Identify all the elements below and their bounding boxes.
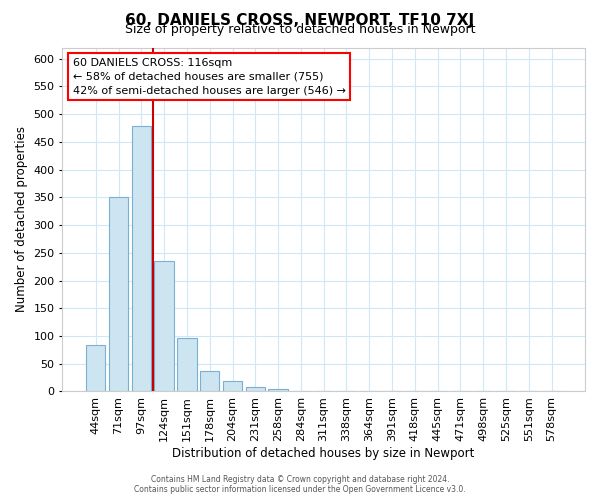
- Bar: [131, 126, 151, 392]
- X-axis label: Distribution of detached houses by size in Newport: Distribution of detached houses by size …: [172, 447, 475, 460]
- Bar: [177, 338, 197, 392]
- Text: 60, DANIELS CROSS, NEWPORT, TF10 7XJ: 60, DANIELS CROSS, NEWPORT, TF10 7XJ: [125, 12, 475, 28]
- Bar: [109, 198, 128, 392]
- Bar: [245, 387, 265, 392]
- Bar: [382, 391, 402, 392]
- Bar: [200, 371, 220, 392]
- Text: Contains HM Land Registry data © Crown copyright and database right 2024.
Contai: Contains HM Land Registry data © Crown c…: [134, 474, 466, 494]
- Text: Size of property relative to detached houses in Newport: Size of property relative to detached ho…: [125, 22, 475, 36]
- Bar: [542, 391, 561, 392]
- Bar: [268, 388, 288, 392]
- Text: 60 DANIELS CROSS: 116sqm
← 58% of detached houses are smaller (755)
42% of semi-: 60 DANIELS CROSS: 116sqm ← 58% of detach…: [73, 58, 346, 96]
- Y-axis label: Number of detached properties: Number of detached properties: [15, 126, 28, 312]
- Bar: [223, 381, 242, 392]
- Bar: [154, 261, 174, 392]
- Bar: [86, 346, 106, 392]
